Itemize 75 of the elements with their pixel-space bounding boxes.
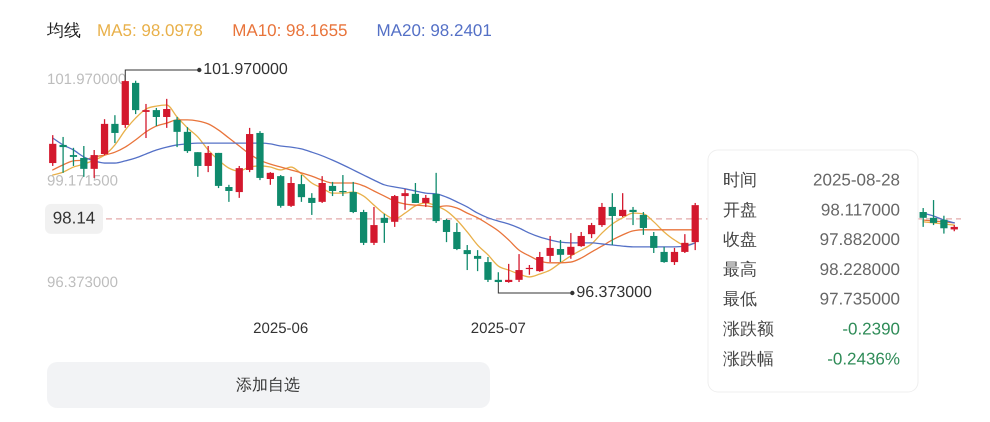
text: -0.2390 (842, 319, 900, 338)
candlestick (287, 176, 295, 208)
annotation: 最高 (723, 260, 757, 279)
candlestick (412, 182, 420, 204)
annotation: 2025-08-28 (813, 170, 900, 190)
x-tick-label: 2025-07 (470, 320, 526, 337)
candlestick (380, 213, 388, 244)
annotation: 98.228000 (820, 260, 900, 279)
candlestick (453, 222, 460, 251)
candlestick (940, 215, 948, 234)
candlestick (920, 207, 927, 228)
candlestick (350, 181, 357, 214)
candlestick (401, 188, 409, 210)
candlestick (204, 145, 212, 173)
text: 添加自选 (236, 376, 300, 394)
candlestick (184, 126, 192, 154)
text: -0.2436% (827, 349, 900, 368)
text: 97.735000 (820, 290, 900, 309)
candlestick (670, 247, 678, 266)
annotation: 97.882000 (820, 230, 900, 250)
text: 101.970000 (203, 61, 288, 78)
text: 96.373000 (576, 284, 652, 302)
candlestick (111, 114, 119, 144)
candlestick (49, 134, 56, 167)
candlestick (442, 218, 450, 243)
candlestick (681, 233, 688, 254)
candlestick (370, 206, 378, 246)
candlestick (494, 272, 502, 284)
candlestick (619, 192, 626, 218)
text: MA20: 98.2401 (376, 21, 492, 40)
candlestick (930, 199, 938, 226)
text: 涨跌幅 (723, 349, 774, 368)
candlestick (173, 116, 181, 148)
candlestick (163, 98, 170, 129)
x-tick-label: 2025-06 (253, 320, 308, 337)
candlestick (318, 175, 326, 204)
candlestick (505, 263, 512, 284)
candlestick (515, 253, 523, 283)
candlestick (536, 251, 544, 273)
candlestick (236, 165, 243, 199)
candlestick (464, 244, 471, 271)
candlestick (266, 171, 274, 186)
text: 涨跌额 (723, 319, 774, 338)
ref-line-label: 98.14 (52, 208, 96, 228)
candlestick (194, 152, 202, 178)
candlestick (660, 246, 668, 264)
candlestick (650, 231, 658, 254)
candlestick (556, 239, 564, 263)
candlestick (598, 202, 606, 228)
candlestick (298, 174, 306, 203)
text: 最低 (723, 290, 757, 309)
candlestick (328, 181, 336, 197)
annotation: 98.117000 (820, 200, 900, 220)
candlestick (142, 103, 150, 139)
candlestick (546, 235, 554, 263)
candlestick (578, 231, 585, 248)
candlestick (225, 184, 233, 203)
text: MA10: 98.1655 (232, 21, 348, 40)
candlestick (608, 192, 616, 246)
candlestick (422, 194, 430, 208)
candlestick (152, 107, 160, 127)
legend-title: 均线 (46, 21, 81, 40)
text: MA5: 98.0978 (97, 21, 203, 40)
annotation: 时间 (723, 170, 757, 190)
annotation: 收盘 (723, 230, 757, 250)
candlestick (308, 192, 316, 216)
candlestick (567, 232, 574, 260)
y-tick-label: 99.171500 (47, 172, 118, 190)
candlestick (474, 249, 482, 272)
candlestick (484, 256, 492, 283)
candlestick (640, 211, 648, 236)
annotation: 开盘 (723, 200, 757, 220)
y-tick-label: 96.373000 (47, 274, 118, 291)
candlestick (70, 147, 78, 167)
candlestick (588, 222, 596, 239)
